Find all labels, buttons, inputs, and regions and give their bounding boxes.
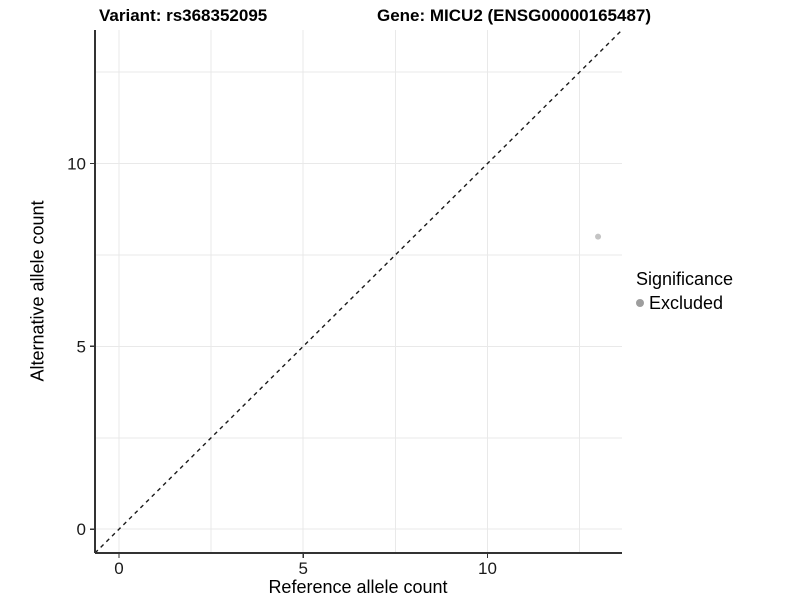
legend-point-dot-icon [636, 299, 644, 307]
plot-title-gene: Gene: MICU2 (ENSG00000165487) [377, 6, 652, 25]
x-tick-label: 10 [478, 559, 497, 578]
y-tick-label: 0 [77, 520, 86, 539]
x-axis-label: Reference allele count [268, 577, 448, 597]
y-tick-label: 5 [77, 337, 86, 356]
identity-line [94, 29, 623, 554]
legend-title: Significance [636, 269, 734, 289]
legend-item: Excluded [636, 293, 733, 313]
x-tick-label: 0 [114, 559, 123, 578]
legend-item-label: Excluded [649, 293, 724, 313]
data-point [595, 233, 602, 240]
y-axis-label: Alternative allele count [27, 200, 48, 382]
y-tick-label: 10 [67, 154, 86, 173]
plot-title-variant: Variant: rs368352095 [99, 6, 268, 25]
x-tick-label: 5 [298, 559, 307, 578]
legend: Significance Excluded [636, 269, 733, 313]
